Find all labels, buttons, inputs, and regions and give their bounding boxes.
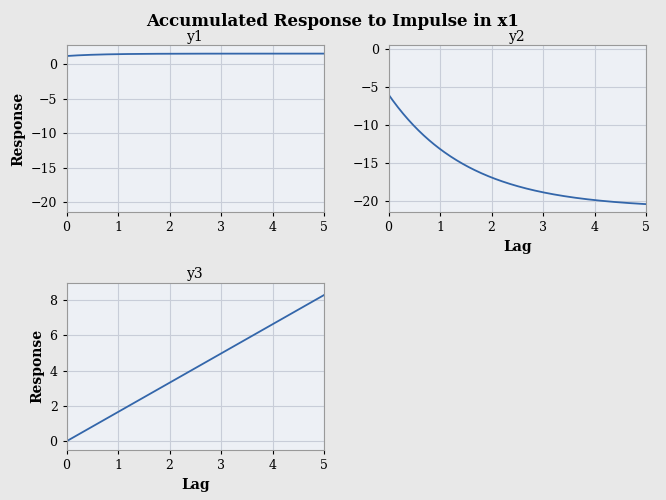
Title: y3: y3 (187, 268, 204, 281)
Y-axis label: Response: Response (30, 330, 44, 404)
X-axis label: Lag: Lag (181, 478, 210, 492)
Title: y1: y1 (187, 30, 204, 44)
Title: y2: y2 (509, 30, 525, 44)
X-axis label: Lag: Lag (503, 240, 531, 254)
Text: Accumulated Response to Impulse in x1: Accumulated Response to Impulse in x1 (147, 12, 519, 29)
Y-axis label: Response: Response (11, 92, 25, 166)
